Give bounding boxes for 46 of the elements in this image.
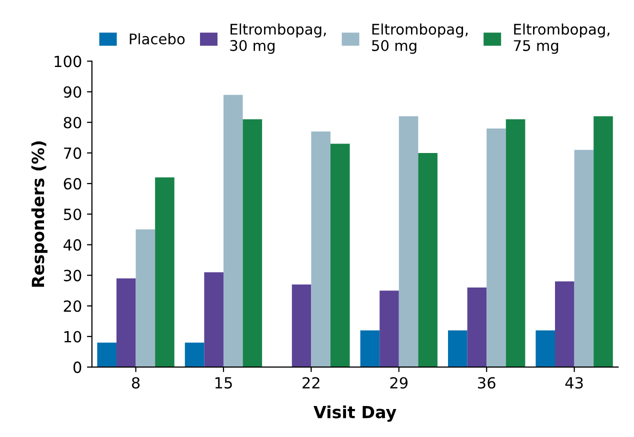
legend-label: Eltrombopag, 75 mg: [514, 23, 610, 54]
x-tick-label: 8: [132, 377, 140, 389]
y-tick-label: 80: [64, 116, 82, 128]
bar: [536, 330, 556, 368]
bar: [360, 330, 380, 368]
legend-label: Eltrombopag, 50 mg: [372, 23, 468, 54]
bar: [448, 330, 468, 368]
bar: [380, 290, 399, 368]
x-tick-label: 29: [390, 377, 408, 389]
x-tick-label: 43: [565, 377, 583, 389]
y-axis-title: Responders (%): [31, 141, 48, 287]
y-tick-label: 20: [64, 300, 82, 312]
bar: [136, 229, 156, 368]
y-tick-label: 30: [64, 270, 82, 282]
bar: [311, 132, 330, 368]
bar: [330, 144, 350, 368]
x-axis-title: Visit Day: [314, 405, 396, 422]
y-tick-label: 100: [54, 56, 82, 68]
bar: [116, 278, 136, 368]
x-tick-label: 22: [302, 377, 320, 388]
y-tick-label: 60: [64, 178, 82, 190]
bar: [555, 281, 574, 368]
y-tick-label: 0: [73, 362, 82, 374]
bar: [418, 152, 438, 368]
bar: [398, 116, 418, 368]
y-tick-label: 50: [64, 208, 82, 220]
bar: [594, 116, 613, 368]
y-tick-label: 10: [64, 330, 82, 343]
bar: [574, 150, 594, 368]
bar: [223, 94, 243, 368]
y-tick-label: 40: [64, 239, 82, 251]
y-tick-label: 70: [64, 147, 82, 159]
bar: [506, 119, 526, 368]
bar: [242, 119, 262, 368]
bar: [97, 342, 116, 368]
bar: [204, 272, 224, 368]
bar: [155, 177, 174, 368]
y-tick-label: 90: [64, 86, 82, 98]
bar: [184, 342, 204, 368]
legend-label: Eltrombopag, 30 mg: [230, 23, 326, 54]
x-tick-label: 36: [478, 377, 496, 389]
bar: [486, 128, 506, 368]
legend-label: Placebo: [130, 33, 185, 44]
bar: [292, 284, 312, 368]
bar: [467, 288, 487, 368]
x-tick-label: 15: [215, 377, 232, 389]
